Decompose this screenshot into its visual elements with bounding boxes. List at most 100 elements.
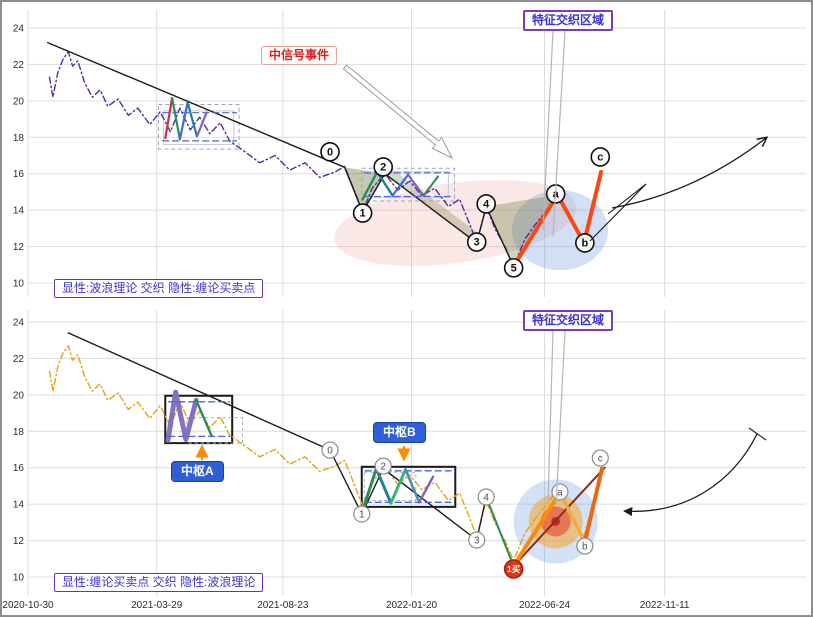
pivot-b-seg-5	[418, 475, 435, 504]
x-tick-label: 2022-11-11	[640, 600, 690, 611]
feature-zone-label-top: 特征交织区域	[523, 10, 614, 31]
wave-marker-label-2: 2	[380, 462, 386, 473]
wave-legend-top: 显性:波浪理论 交织 隐性:缠论买卖点	[54, 279, 264, 298]
wave-marker-label-b: b	[582, 542, 588, 553]
y-tick-label: 20	[13, 390, 25, 401]
wave-channel-23	[384, 165, 477, 243]
consolidation-box-2-inner	[365, 171, 449, 198]
wave-marker-b	[575, 233, 595, 253]
wave-channel-45a	[486, 194, 558, 267]
pivot-b-label: 中枢B	[373, 422, 426, 443]
wave-marker-label-3: 3	[474, 536, 480, 547]
wave-marker-c	[590, 147, 611, 167]
feature-zone-label-bottom: 特征交织区域	[523, 310, 614, 331]
wave-marker-label-0: 0	[327, 146, 333, 158]
annotation-line	[589, 183, 647, 242]
pivot-box-b	[360, 465, 457, 508]
chan1-seg-blue	[178, 101, 189, 141]
annotation-line	[748, 427, 767, 441]
y-tick-label: 18	[13, 427, 25, 438]
wave-marker-label-4: 4	[483, 493, 489, 504]
price-line	[48, 345, 602, 562]
y-tick-label: 24	[13, 318, 25, 329]
annotation-line	[607, 183, 647, 215]
y-tick-label: 12	[13, 536, 25, 547]
chan1-seg-red	[164, 96, 174, 140]
feature-zone-pointer-line	[552, 30, 566, 237]
pivot-b-seg-2	[374, 467, 393, 505]
chan1-seg-purple	[195, 111, 208, 138]
y-tick-label: 14	[13, 206, 25, 217]
wave-marker-label-a: a	[557, 487, 563, 498]
y-tick-label: 10	[13, 572, 25, 583]
wave-marker-3	[468, 531, 486, 549]
chan-theory-view-layer: 0 1 2 3 4 a b c 1买	[48, 332, 609, 579]
wave-marker-3	[466, 232, 487, 252]
x-tick-label: 2021-03-29	[131, 600, 183, 611]
wave-marker-4	[476, 194, 496, 214]
wave-marker-c	[591, 449, 609, 467]
feature-zone-pointer-line	[547, 330, 554, 503]
chan2-seg-blue	[391, 173, 410, 197]
wave-marker-label-1: 1	[360, 208, 366, 220]
y-tick-label: 20	[13, 96, 25, 107]
wave-marker-2	[374, 457, 392, 475]
consolidation-box-2	[361, 167, 455, 202]
wave-marker-label-0: 0	[327, 446, 333, 457]
signal-event-label: 中信号事件	[261, 46, 338, 65]
wave-marker-label-c: c	[598, 454, 603, 465]
chan-legend-bottom: 显性:缠论买卖点 交织 隐性:波浪理论	[54, 573, 264, 592]
y-tick-label: 24	[13, 24, 25, 35]
wave-marker-label-c: c	[597, 151, 603, 163]
y-tick-label: 10	[13, 278, 25, 289]
y-tick-label: 22	[13, 60, 25, 71]
wave-marker-b	[576, 537, 594, 555]
pivot-box-a-sub	[186, 417, 243, 444]
pivot-box-b-sub	[363, 471, 417, 501]
y-tick-label: 16	[13, 169, 25, 180]
y-tick-label: 12	[13, 242, 25, 253]
wave-marker-label-2: 2	[380, 161, 386, 173]
elliott-wave-view-layer: 0 1 2 3 4 5 a b c	[47, 41, 611, 278]
wave-marker-0	[321, 441, 339, 459]
buy-point-label: 1买	[507, 564, 521, 574]
wave-marker-label-1: 1	[359, 509, 365, 520]
feature-zone-pointer-line	[555, 330, 566, 507]
wave-marker-label-a: a	[553, 188, 560, 200]
wave-marker-5	[503, 258, 524, 278]
wave-marker-label-3: 3	[474, 237, 480, 249]
y-tick-label: 22	[13, 354, 25, 365]
wave-marker-0	[320, 142, 340, 162]
wave-marker-label-5: 5	[511, 262, 517, 274]
chan-trend-line	[67, 332, 515, 567]
y-tick-label: 16	[13, 463, 25, 474]
wave-marker-4	[477, 488, 495, 506]
impulse-abc	[511, 169, 604, 269]
wave-marker-2	[373, 157, 394, 177]
wave-marker-label-b: b	[581, 237, 588, 249]
pivot-box-a	[164, 394, 234, 445]
wave-marker-label-4: 4	[483, 198, 490, 210]
chan1-seg-green	[171, 96, 181, 141]
x-tick-label: 2021-08-23	[257, 600, 309, 611]
rally-seg-3	[582, 466, 604, 545]
x-tick-label: 2022-06-24	[519, 600, 571, 611]
trend-arrow-bottom	[623, 433, 758, 517]
trend-arrow-top	[611, 138, 766, 209]
signal-event-arrow	[342, 64, 454, 160]
pivot-b-seg-3	[389, 468, 407, 505]
seg-45-green	[485, 496, 515, 568]
chan2-seg-green2	[422, 175, 440, 197]
pivot-a-zigzag	[165, 389, 199, 443]
wave-marker-1	[353, 505, 371, 523]
pivot-a-label: 中枢A	[171, 461, 224, 482]
y-tick-label: 14	[13, 500, 25, 511]
y-tick-label: 18	[13, 133, 25, 144]
series-layer: 0 1 2 3 4 5 a b c 0 1 2 3 4 a b c 1买	[47, 41, 611, 579]
wave-marker-1	[352, 203, 373, 223]
feature-zone-pointer-line	[542, 30, 554, 231]
chan2-seg-purple	[407, 173, 425, 197]
